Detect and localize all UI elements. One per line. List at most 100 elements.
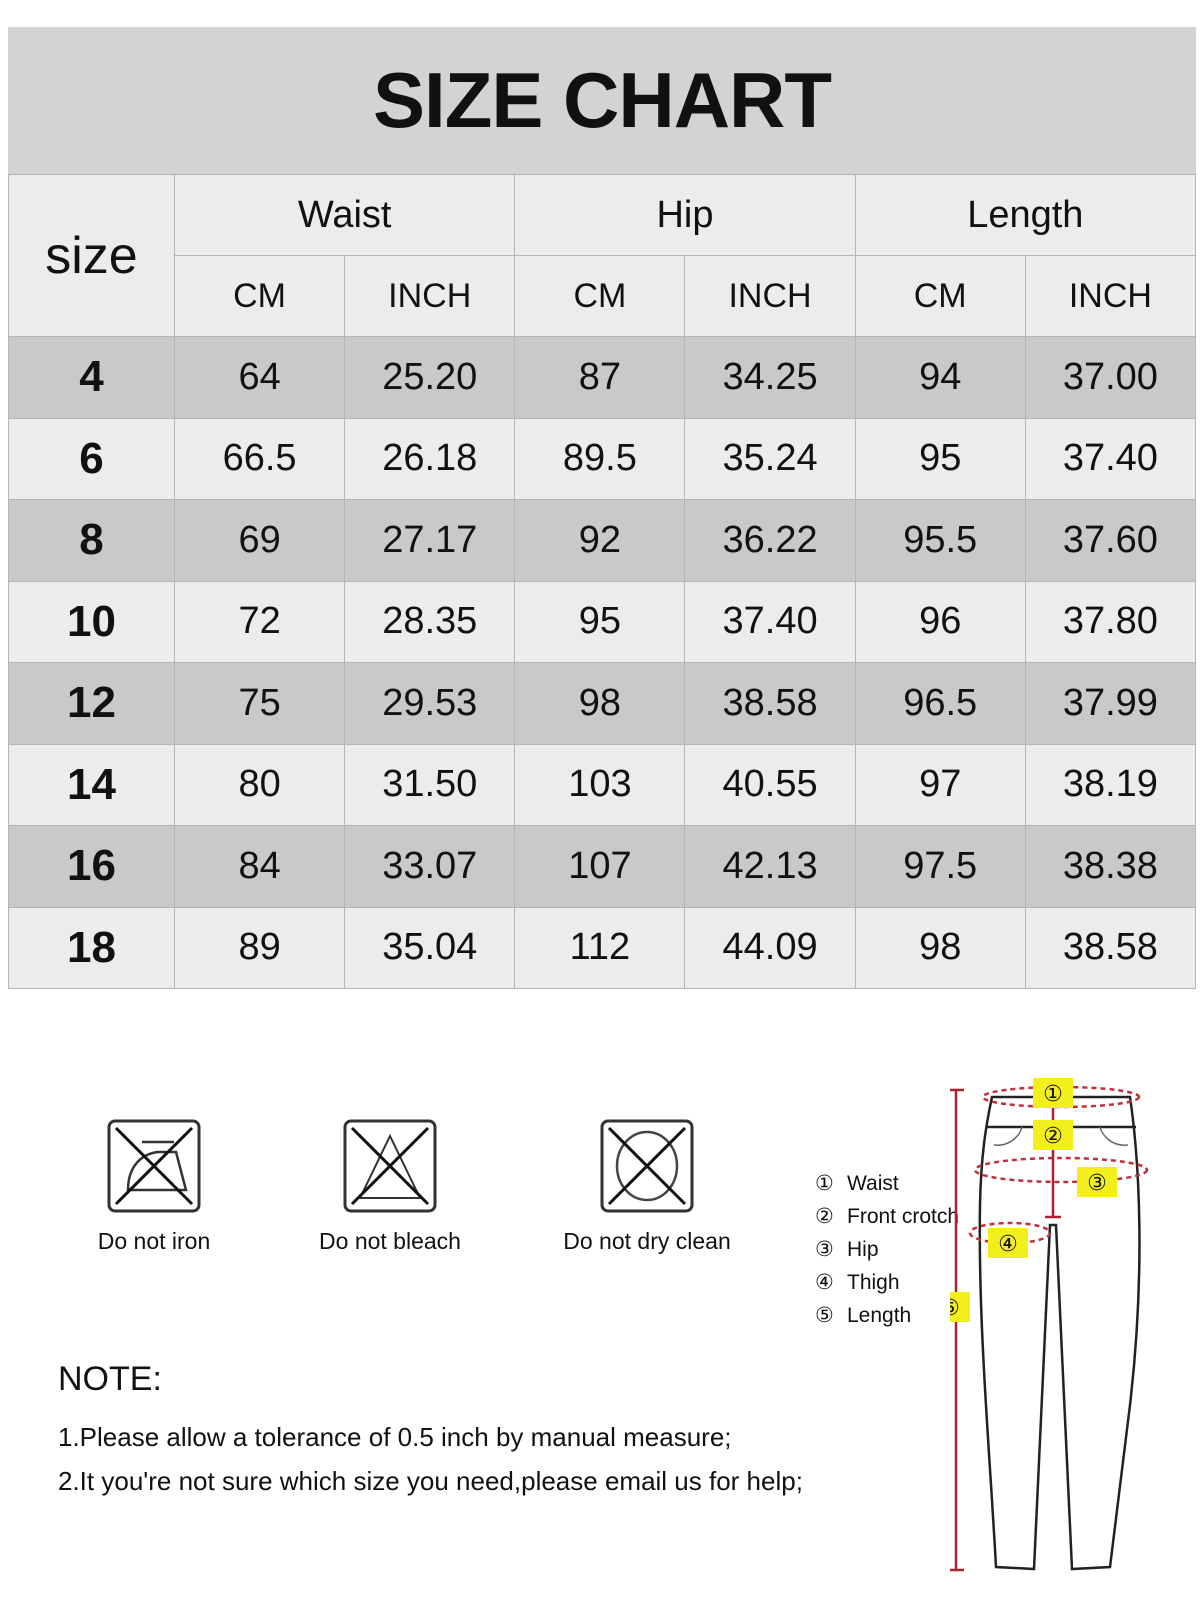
value-cell: 38.58	[1024, 906, 1197, 989]
value-cell: 25.20	[344, 336, 516, 419]
care-item: Do not iron	[34, 1118, 274, 1255]
size-cell: 6	[8, 417, 175, 500]
value-cell: 35.24	[684, 417, 856, 500]
table-row: 12 75 29.53 98 38.58 96.5 37.99	[8, 662, 1197, 745]
value-cell: 26.18	[344, 417, 516, 500]
value-cell: 87	[514, 336, 686, 419]
legend-number: ⑤	[815, 1304, 834, 1327]
value-cell: 33.07	[344, 825, 516, 908]
size-cell: 16	[8, 825, 175, 908]
value-cell: 34.25	[684, 336, 856, 419]
table-row: 8 69 27.17 92 36.22 95.5 37.60	[8, 499, 1197, 582]
value-cell: 29.53	[344, 662, 516, 745]
table-row: 4 64 25.20 87 34.25 94 37.00	[8, 336, 1197, 419]
value-cell: 103	[514, 743, 686, 826]
hip-measure	[973, 1156, 1149, 1184]
legend-item: ⑤ Length	[815, 1299, 959, 1332]
svg-text:④: ④	[998, 1232, 1018, 1257]
value-cell: 96	[854, 580, 1026, 663]
legend-number: ①	[815, 1172, 834, 1195]
value-cell: 44.09	[684, 906, 856, 989]
size-cell: 12	[8, 662, 175, 745]
table-row: 6 66.5 26.18 89.5 35.24 95 37.40	[8, 417, 1197, 500]
size-cell: 14	[8, 743, 175, 826]
value-cell: 27.17	[344, 499, 516, 582]
value-cell: 94	[854, 336, 1026, 419]
value-cell: 97.5	[854, 825, 1026, 908]
note-line-2: 2.It you're not sure which size you need…	[58, 1466, 803, 1496]
value-cell: 89	[173, 906, 346, 989]
pants-diagram: ① ②③ ④ ⑤	[950, 1078, 1149, 1572]
table-row: 10 72 28.35 95 37.40 96 37.80	[8, 580, 1197, 663]
value-cell: 38.58	[684, 662, 856, 745]
care-label: Do not dry clean	[563, 1228, 731, 1254]
value-cell: 69	[173, 499, 346, 582]
legend-number: ③	[815, 1238, 834, 1261]
value-cell: 72	[173, 580, 346, 663]
value-cell: 96.5	[854, 662, 1026, 745]
value-cell: 112	[514, 906, 686, 989]
waist-measure	[981, 1085, 1141, 1109]
value-cell: 80	[173, 743, 346, 826]
value-cell: 37.80	[1024, 580, 1197, 663]
unit-header: CM	[514, 255, 686, 337]
value-cell: 37.60	[1024, 499, 1197, 582]
value-cell: 107	[514, 825, 686, 908]
value-cell: 89.5	[514, 417, 686, 500]
marker-4: ④	[988, 1228, 1028, 1258]
size-cell: 18	[8, 906, 175, 989]
unit-header: INCH	[344, 255, 516, 337]
size-header: size	[8, 174, 175, 337]
size-table: size Waist Hip Length CM INCH CM INCH CM INCH…	[8, 174, 1197, 989]
svg-text:②: ②	[1043, 1124, 1063, 1149]
size-cell: 4	[8, 336, 175, 419]
value-cell: 40.55	[684, 743, 856, 826]
value-cell: 28.35	[344, 580, 516, 663]
value-cell: 37.00	[1024, 336, 1197, 419]
value-cell: 98	[514, 662, 686, 745]
value-cell: 95	[854, 417, 1026, 500]
no-bleach-icon	[343, 1119, 437, 1213]
note-section: NOTE: 1.Please allow a tolerance of 0.5 …	[58, 1360, 803, 1503]
value-cell: 75	[173, 662, 346, 745]
value-cell: 66.5	[173, 417, 346, 500]
value-cell: 37.40	[684, 580, 856, 663]
unit-header: INCH	[1024, 255, 1197, 337]
value-cell: 98	[854, 906, 1026, 989]
legend-label: Hip	[847, 1238, 879, 1261]
value-cell: 38.38	[1024, 825, 1197, 908]
pants-outline	[978, 1095, 1141, 1571]
care-item: Do not bleach	[270, 1118, 510, 1255]
thigh-measure	[968, 1221, 1052, 1245]
no-iron-icon	[107, 1119, 201, 1213]
value-cell: 95	[514, 580, 686, 663]
table-row: 14 80 31.50 103 40.55 97 38.19	[8, 743, 1197, 826]
unit-header: CM	[854, 255, 1026, 337]
legend-item: ② Front crotch	[815, 1200, 959, 1233]
value-cell: 84	[173, 825, 346, 908]
legend-label: Front crotch	[847, 1205, 960, 1228]
unit-header: INCH	[684, 255, 856, 337]
title-band: SIZE CHART	[8, 27, 1196, 174]
note-line-1: 1.Please allow a tolerance of 0.5 inch b…	[58, 1422, 732, 1452]
care-label: Do not iron	[97, 1228, 211, 1254]
care-item: Do not dry clean	[527, 1118, 767, 1255]
note-heading: NOTE:	[58, 1360, 162, 1398]
measurement-legend: ① Waist ② Front crotch ③ Hip ④ Thigh ⑤ Length	[815, 1167, 959, 1332]
value-cell: 37.40	[1024, 417, 1197, 500]
marker-2: ②	[1033, 1120, 1073, 1150]
legend-label: Thigh	[847, 1271, 900, 1294]
value-cell: 42.13	[684, 825, 856, 908]
value-cell: 64	[173, 336, 346, 419]
value-cell: 92	[514, 499, 686, 582]
value-cell: 97	[854, 743, 1026, 826]
legend-item: ④ Thigh	[815, 1266, 959, 1299]
svg-text:③: ③	[1087, 1171, 1107, 1196]
unit-header: CM	[173, 255, 346, 337]
table-row: 18 89 35.04 112 44.09 98 38.58	[8, 906, 1197, 989]
legend-label: Length	[847, 1304, 912, 1327]
value-cell: 37.99	[1024, 662, 1197, 745]
length-header: Length	[854, 174, 1197, 256]
svg-text:①: ①	[1043, 1082, 1063, 1107]
size-cell: 10	[8, 580, 175, 663]
